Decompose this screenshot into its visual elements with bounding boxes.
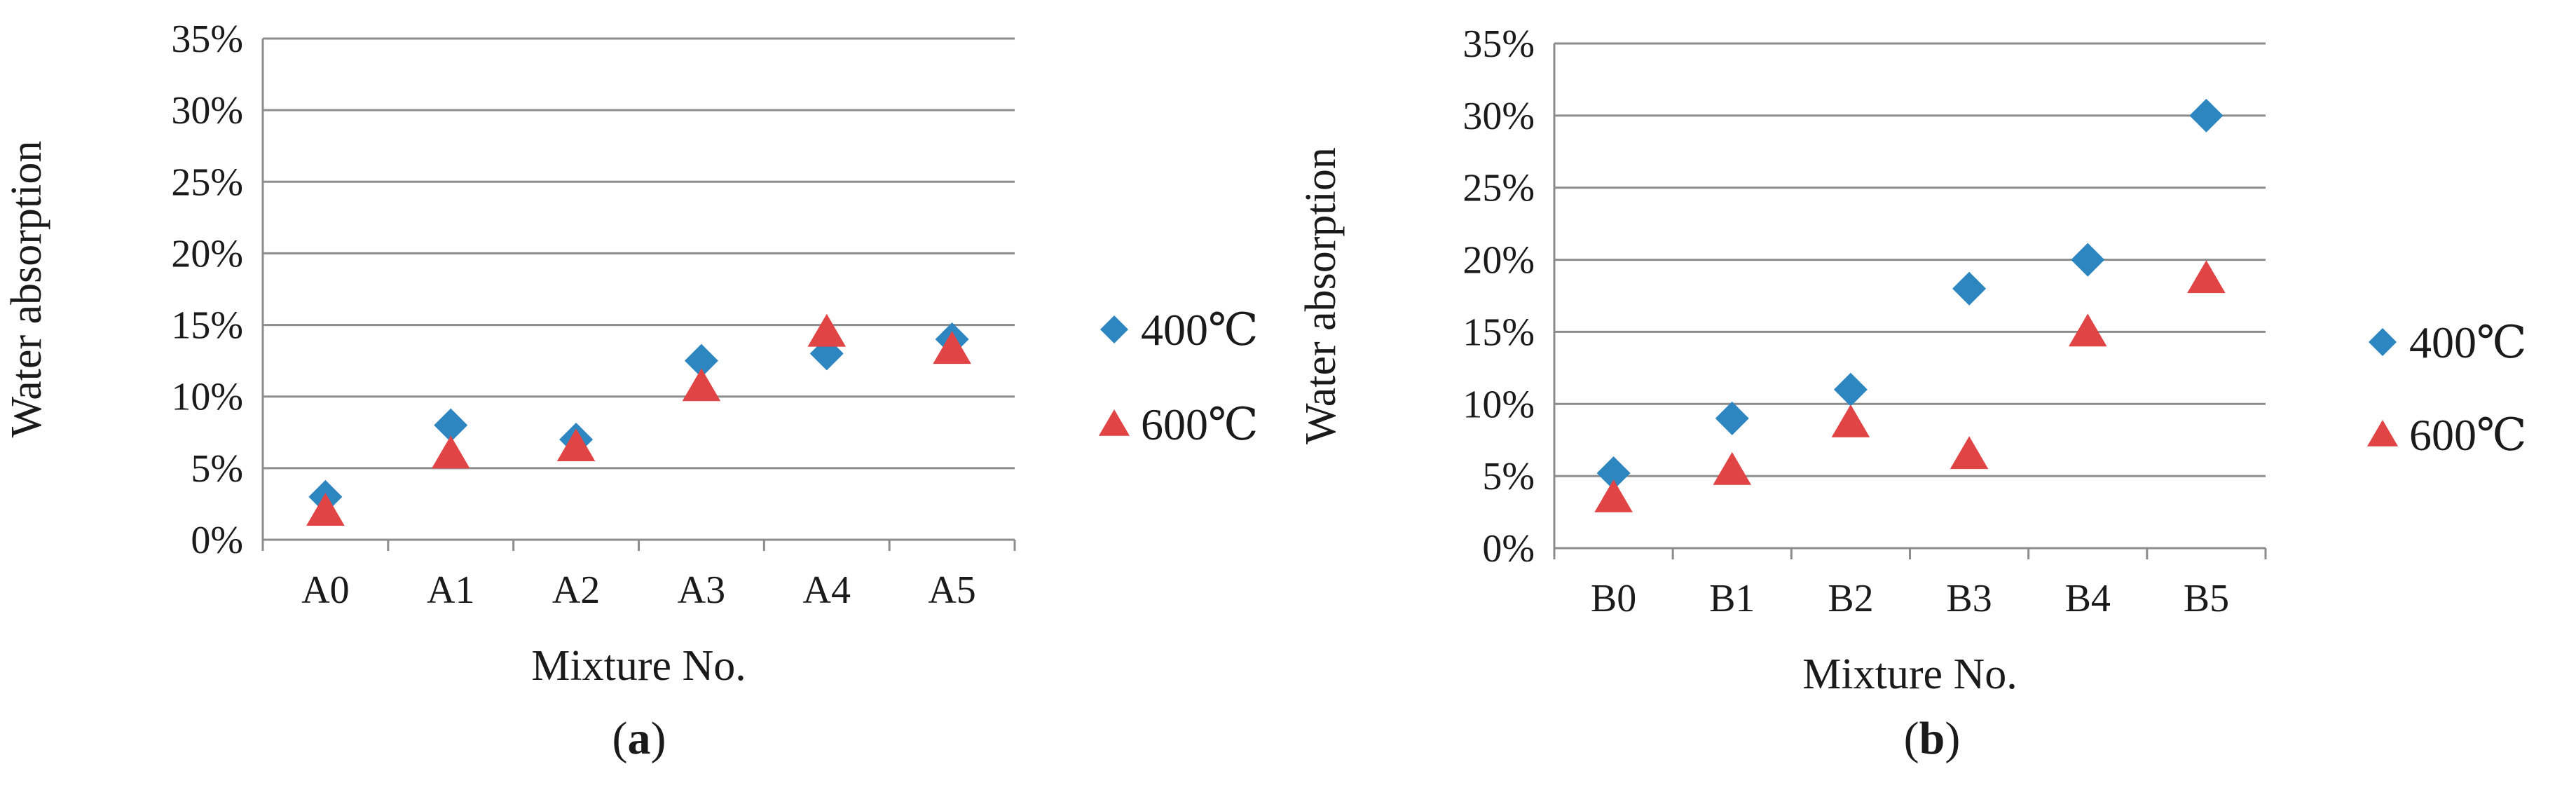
data-point-400c: [2071, 243, 2105, 277]
y-tick-label: 35%: [1462, 22, 1535, 66]
legend-label: 600℃: [2409, 410, 2527, 460]
y-axis-title: Water absorption: [3, 141, 50, 438]
x-tick-label: B5: [2184, 577, 2229, 620]
panel-label: (b): [1904, 713, 1961, 764]
x-tick-label: A1: [427, 568, 474, 612]
data-point-400c: [1952, 271, 1987, 306]
x-tick-label: A2: [552, 568, 600, 612]
data-point-600c: [556, 428, 596, 462]
y-axis-title: Water absorption: [1297, 147, 1345, 444]
y-tick-label: 0%: [191, 519, 243, 562]
x-axis-title: Mixture No.: [1802, 650, 2017, 698]
data-point-400c: [1596, 456, 1631, 491]
chart-panel-a: 0% 5% 10% 15% 20% 25% 30% 35% A0 A1 A2 A3 A4 A5 Mixtur…: [3, 18, 1259, 764]
legend-marker-triangle: [2366, 420, 2399, 447]
data-point-400c: [1833, 372, 1868, 407]
legend-marker-triangle: [1098, 409, 1130, 436]
panel-label: (a): [612, 713, 666, 764]
data-point-600c: [1831, 404, 1870, 437]
data-point-400c: [2189, 98, 2224, 132]
x-tick-label: A0: [301, 568, 349, 612]
y-tick-label: 15%: [1462, 311, 1535, 354]
x-tick-label: B4: [2065, 577, 2111, 620]
data-point-600c: [807, 313, 847, 347]
y-tick-label: 10%: [1462, 383, 1535, 426]
chart-panel-b: 0% 5% 10% 15% 20% 25% 30% 35% B0 B1 B2 B3 B4 B5 Mixtur…: [1297, 22, 2527, 764]
y-tick-label: 15%: [171, 304, 243, 348]
y-tick-label: 0%: [1482, 527, 1535, 571]
legend-marker-diamond: [1100, 315, 1128, 343]
y-tick-label: 25%: [171, 161, 243, 204]
y-tick-label: 30%: [1462, 95, 1535, 138]
data-point-600c: [2187, 260, 2226, 294]
y-tick-label: 20%: [1462, 239, 1535, 282]
data-point-600c: [682, 368, 721, 402]
legend-label: 400℃: [2409, 318, 2527, 367]
x-tick-label: B3: [1946, 577, 1992, 620]
y-tick-label: 5%: [1482, 455, 1535, 498]
legend-label: 400℃: [1141, 305, 1259, 355]
data-point-600c: [1594, 479, 1633, 512]
x-tick-label: B1: [1709, 577, 1755, 620]
data-point-600c: [1950, 436, 1989, 470]
y-tick-label: 30%: [171, 89, 243, 132]
y-tick-label: 25%: [1462, 167, 1535, 210]
data-point-600c: [933, 331, 971, 365]
data-point-600c: [2068, 313, 2107, 347]
x-tick-label: A5: [928, 568, 975, 612]
y-tick-label: 10%: [171, 376, 243, 419]
y-tick-label: 5%: [191, 447, 243, 491]
data-point-600c: [1713, 451, 1752, 485]
y-tick-label: 20%: [171, 232, 243, 275]
legend-marker-diamond: [2369, 328, 2397, 356]
data-point-600c: [431, 435, 470, 469]
legend-label: 600℃: [1141, 400, 1259, 449]
data-point-400c: [1715, 401, 1749, 435]
x-tick-label: A3: [678, 568, 725, 612]
x-axis-title: Mixture No.: [531, 642, 746, 690]
y-tick-label: 35%: [171, 18, 243, 61]
data-point-600c: [306, 493, 345, 526]
x-tick-label: A4: [803, 568, 851, 612]
data-point-400c: [684, 343, 718, 378]
x-tick-label: B0: [1591, 577, 1636, 620]
x-tick-label: B2: [1828, 577, 1873, 620]
data-point-400c: [434, 408, 468, 442]
